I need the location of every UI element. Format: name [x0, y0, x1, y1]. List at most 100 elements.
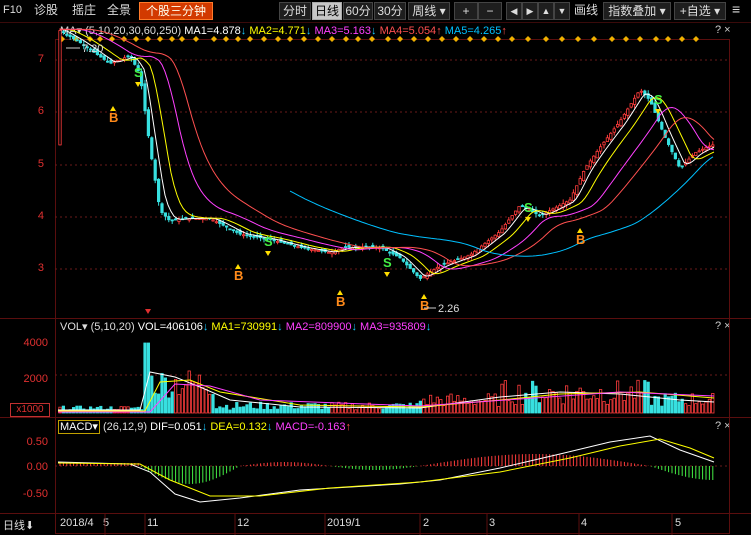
volume-bar — [350, 403, 355, 414]
chevron-down-icon[interactable]: ▾ — [82, 321, 88, 333]
menu-icon[interactable]: ≡ — [732, 1, 741, 17]
zoom-out-button[interactable]: − — [478, 2, 502, 20]
candle-body — [384, 247, 389, 252]
volume-bar — [177, 394, 181, 414]
candle-body — [588, 160, 593, 168]
tab-60min[interactable]: 60分 — [343, 2, 373, 20]
diamond-icon — [247, 36, 253, 42]
candle-body — [483, 242, 487, 247]
kline-chart[interactable]: B S B S B S B S B S 7.20 2.26 — [0, 22, 751, 535]
zoom-in-button[interactable]: + — [454, 2, 478, 20]
volume-bar — [663, 393, 667, 414]
buy-signal: B — [336, 294, 345, 309]
volume-bar — [153, 392, 157, 414]
volume-bar — [316, 404, 321, 414]
candle-body — [102, 55, 106, 60]
candle-body — [61, 31, 66, 34]
tab-30min[interactable]: 30分 — [374, 2, 406, 20]
volume-bar — [667, 396, 671, 414]
vol-ma1-line — [58, 371, 715, 411]
diamond-icon — [179, 36, 185, 42]
sell-signal: S — [383, 255, 392, 270]
volume-bar — [204, 388, 208, 414]
candle-body — [565, 201, 569, 206]
tab-daily[interactable]: 日线 — [312, 2, 342, 20]
diamond-icon — [623, 36, 629, 42]
vol-ma3-line — [58, 383, 715, 413]
volume-bar — [697, 401, 701, 414]
volume-bar — [537, 402, 542, 414]
arrow-down-icon: ↓ — [266, 421, 273, 433]
candle-body — [626, 108, 630, 116]
volume-bar — [252, 407, 256, 414]
volume-bar — [201, 387, 205, 414]
macd-lines — [57, 435, 715, 503]
volume-bar — [486, 393, 491, 414]
candle-body — [252, 235, 256, 238]
sell-signal: S — [264, 234, 273, 249]
low-price-label: 2.26 — [438, 303, 459, 315]
arrow-left-icon[interactable]: ◀ — [506, 2, 522, 20]
candle-body — [711, 144, 715, 147]
ma5-value: MA5=4.265 — [444, 25, 502, 37]
chevron-down-icon: ▾ — [714, 4, 721, 18]
tab-intraday[interactable]: 分时 — [279, 2, 311, 20]
arrow-right-icon[interactable]: ▶ — [522, 2, 538, 20]
candle-body — [667, 138, 671, 145]
candle-body — [510, 215, 514, 220]
arrow-down-icon[interactable]: ▼ — [554, 2, 570, 20]
candle-body — [136, 65, 140, 72]
vol-dropdown[interactable]: VOL — [60, 321, 83, 333]
macd-indicator-header: MACD▾ (26,12,9) DIF=0.051↓ DEA=0.132↓ MA… — [58, 420, 351, 434]
diamond-icon — [211, 36, 217, 42]
macd-dropdown[interactable]: MACD▾ — [58, 420, 100, 434]
candle-body — [582, 171, 586, 182]
chevron-down-icon[interactable]: ▾ — [76, 25, 83, 37]
volume-bar — [326, 407, 331, 414]
candle-body — [629, 103, 633, 108]
volume-bar — [238, 406, 242, 414]
ma1-value: MA1=4.878 — [184, 25, 241, 37]
volume-bar — [677, 401, 681, 414]
draw-line-button[interactable]: 画线 — [574, 3, 599, 17]
volume-bar — [235, 402, 239, 414]
help-close-icons[interactable]: ? × — [715, 420, 731, 432]
buy-signal: B — [109, 110, 118, 125]
index-overlay-dropdown[interactable]: 指数叠加 ▾ — [603, 2, 671, 20]
panorama-button[interactable]: 全景 — [107, 3, 132, 17]
candle-body — [575, 185, 579, 195]
candle-body — [224, 225, 229, 228]
triangle-down-icon — [145, 309, 151, 314]
candle-body — [445, 262, 450, 265]
candle-body — [123, 57, 127, 60]
volume-bar — [360, 404, 365, 414]
volume-bar — [330, 402, 334, 414]
buy-signal: B — [576, 232, 585, 247]
volume-bar — [282, 404, 287, 414]
buy-arrow-icon — [110, 106, 116, 111]
candle-body — [592, 155, 596, 163]
three-minute-button[interactable]: 个股三分钟 — [139, 2, 213, 20]
diamond-icon — [385, 36, 391, 42]
help-close-icons[interactable]: ? × — [715, 24, 731, 36]
diamond-icon — [665, 36, 671, 42]
diamond-icon — [343, 36, 349, 42]
volume-bar — [173, 378, 178, 414]
diagnose-button[interactable]: 诊股 — [34, 3, 59, 17]
add-favorite-dropdown[interactable]: +自选 ▾ — [674, 2, 726, 20]
diamond-icon — [453, 36, 459, 42]
f10-button[interactable]: F10 — [3, 4, 22, 16]
help-close-icons[interactable]: ? × — [715, 320, 731, 332]
volume-bar — [170, 391, 174, 414]
date-label: 3 — [489, 517, 496, 529]
candle-body — [612, 128, 616, 133]
buy-arrow-icon — [337, 290, 343, 295]
diamond-icon — [193, 36, 199, 42]
candle-body — [167, 215, 171, 221]
yaozhuang-button[interactable]: 摇庄 — [72, 3, 97, 17]
candle-body — [595, 151, 599, 159]
period-dropdown[interactable]: 日线⬇ — [3, 517, 34, 533]
diamond-icon — [543, 36, 549, 42]
week-dropdown[interactable]: 周线 ▾ — [408, 2, 450, 20]
arrow-up-icon[interactable]: ▲ — [538, 2, 554, 20]
